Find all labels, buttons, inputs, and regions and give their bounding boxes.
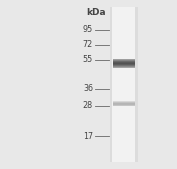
Bar — [113, 64, 135, 65]
Bar — [113, 66, 135, 67]
Text: kDa: kDa — [86, 8, 105, 17]
Text: 17: 17 — [83, 131, 93, 141]
Bar — [113, 60, 135, 61]
Bar — [113, 63, 135, 64]
Bar — [113, 61, 135, 62]
Bar — [113, 62, 135, 63]
Text: 36: 36 — [83, 84, 93, 93]
Text: 55: 55 — [83, 55, 93, 65]
Bar — [110, 7, 138, 162]
Bar — [113, 59, 135, 60]
Text: 95: 95 — [83, 25, 93, 34]
Text: 28: 28 — [83, 101, 93, 110]
Bar — [112, 7, 135, 162]
Bar — [113, 65, 135, 66]
Text: 72: 72 — [83, 40, 93, 49]
Bar — [113, 67, 135, 68]
